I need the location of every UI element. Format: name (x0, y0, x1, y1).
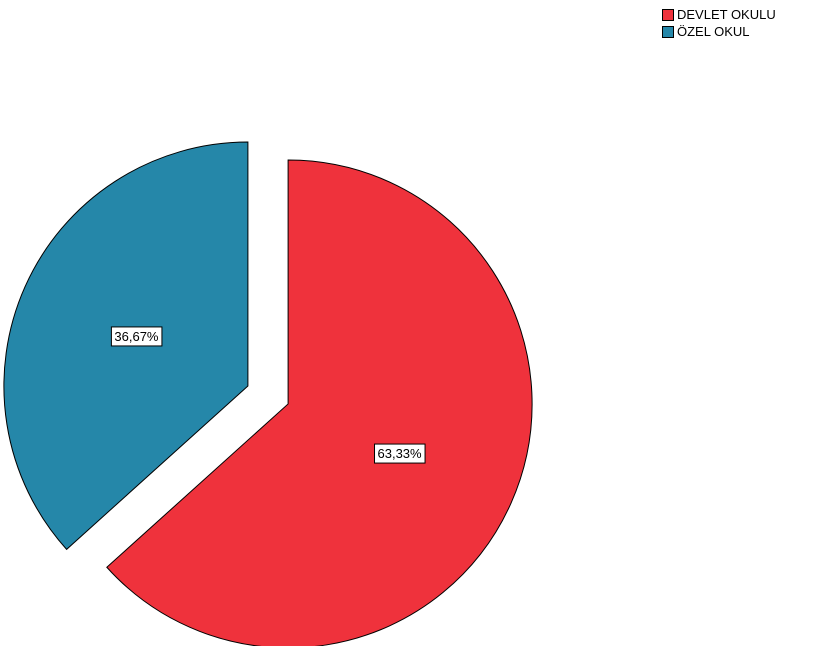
pie-slice-devlet-okulu (106, 159, 533, 646)
data-label-ozel-okul: 36,67% (110, 326, 163, 347)
legend-swatch-ozel-okul (662, 25, 674, 38)
data-label-box-devlet-okulu (374, 443, 426, 464)
legend-item-ozel-okul: ÖZEL OKUL (662, 23, 776, 40)
data-label-text-ozel-okul: 36,67% (114, 329, 159, 344)
data-label-box-ozel-okul (110, 326, 163, 347)
data-label-text-devlet-okulu: 63,33% (378, 446, 423, 461)
legend-label-ozel-okul: ÖZEL OKUL (677, 24, 750, 39)
legend-swatch-devlet-okulu (662, 8, 674, 21)
legend: DEVLET OKULU ÖZEL OKUL (662, 6, 776, 40)
legend-label-devlet-okulu: DEVLET OKULU (677, 7, 776, 22)
data-label-devlet-okulu: 63,33% (374, 443, 426, 464)
legend-item-devlet-okulu: DEVLET OKULU (662, 6, 776, 23)
